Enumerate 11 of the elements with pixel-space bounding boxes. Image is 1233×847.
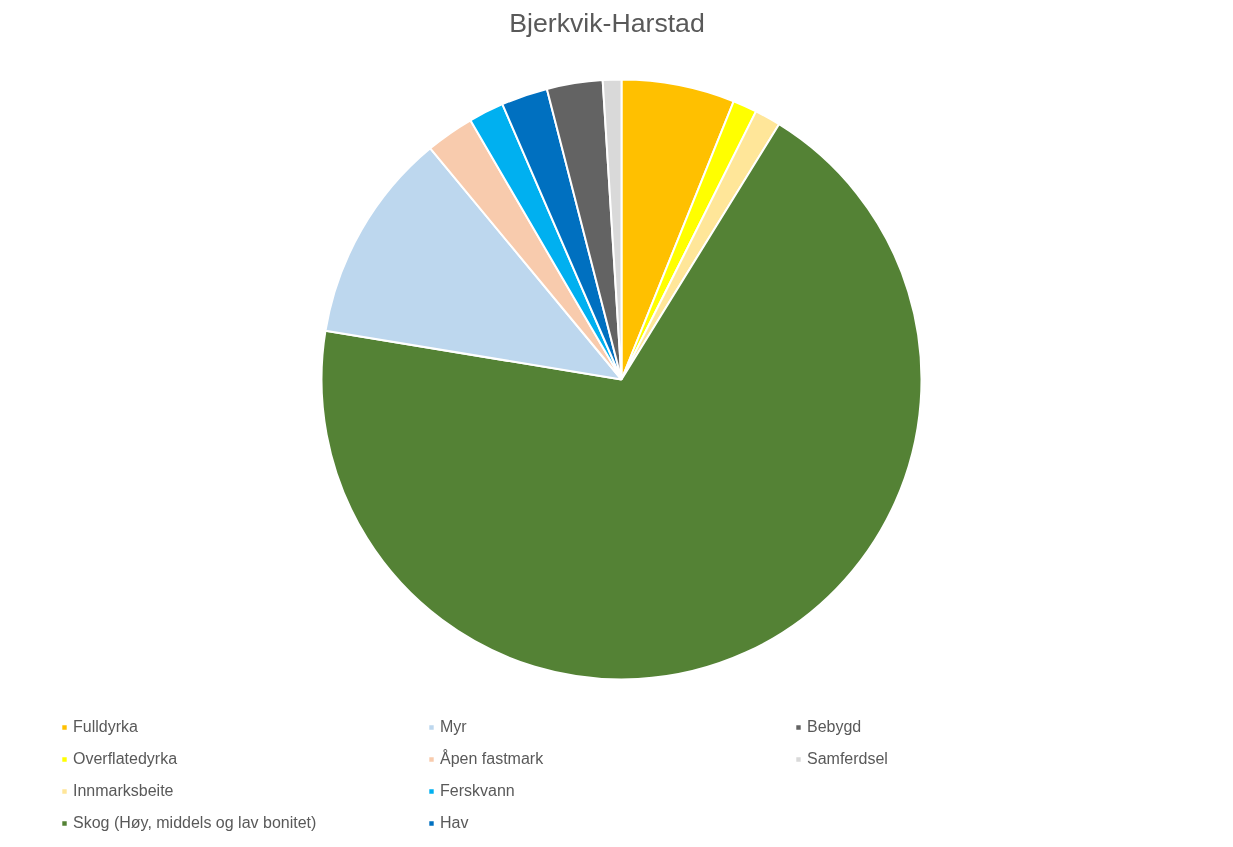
legend-label: Samferdsel bbox=[807, 750, 889, 768]
legend-label: Overflatedyrka bbox=[73, 750, 179, 768]
legend-label: Åpen fastmark bbox=[440, 750, 545, 768]
legend-label: Fulldyrka bbox=[73, 718, 139, 736]
legend-label: Myr bbox=[440, 718, 468, 736]
legend-label: Bebygd bbox=[807, 718, 863, 736]
legend-label: Hav bbox=[440, 814, 470, 832]
chart-title: Bjerkvik-Harstad bbox=[509, 7, 705, 38]
legend-label: Ferskvann bbox=[440, 782, 516, 800]
legend-label: Innmarksbeite bbox=[73, 782, 175, 800]
legend-label: Skog (Høy, middels og lav bonitet) bbox=[73, 814, 318, 832]
